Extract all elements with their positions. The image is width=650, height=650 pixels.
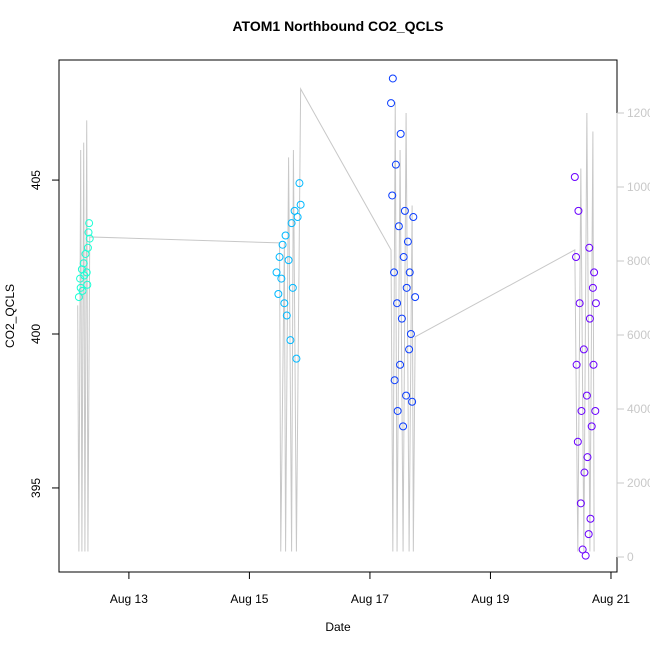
- point: [411, 293, 420, 302]
- point: [572, 253, 581, 262]
- point: [582, 391, 591, 400]
- point: [574, 206, 583, 215]
- y2-tick-label: 2000: [627, 476, 650, 490]
- point: [78, 286, 87, 295]
- point: [400, 206, 409, 215]
- point: [589, 360, 598, 369]
- point: [393, 406, 402, 415]
- point: [573, 437, 582, 446]
- point: [591, 299, 600, 308]
- point: [85, 234, 94, 243]
- point: [275, 253, 284, 262]
- point: [278, 240, 287, 249]
- x-tick-label: Aug 15: [230, 592, 268, 606]
- point: [399, 422, 408, 431]
- point: [579, 345, 588, 354]
- point: [577, 406, 586, 415]
- x-tick-label: Aug 17: [351, 592, 389, 606]
- y2-tick-label: 8000: [627, 254, 650, 268]
- y-tick-label: 400: [29, 324, 43, 344]
- plot-frame: [58, 59, 618, 573]
- point: [393, 299, 402, 308]
- chart-title: ATOM1 Northbound CO2_QCLS: [232, 18, 443, 34]
- point: [282, 311, 291, 320]
- point: [590, 268, 599, 277]
- point: [388, 191, 397, 200]
- point: [403, 237, 412, 246]
- x-tick-label: Aug 21: [592, 592, 630, 606]
- x-tick-label: Aug 19: [471, 592, 509, 606]
- point: [575, 299, 584, 308]
- point: [288, 283, 297, 292]
- point: [578, 545, 587, 554]
- point: [388, 74, 397, 83]
- y2-tick-label: 12000: [627, 106, 650, 120]
- point: [402, 391, 411, 400]
- point: [290, 206, 299, 215]
- point: [570, 172, 579, 181]
- point: [583, 453, 592, 462]
- y2-tick-label: 4000: [627, 402, 650, 416]
- point: [394, 222, 403, 231]
- point: [402, 283, 411, 292]
- point: [572, 360, 581, 369]
- point: [85, 219, 94, 228]
- point: [284, 256, 293, 265]
- point: [277, 274, 286, 283]
- point: [287, 219, 296, 228]
- point: [286, 336, 295, 345]
- point: [280, 299, 289, 308]
- point: [79, 259, 88, 268]
- y2-tick-label: 10000: [627, 180, 650, 194]
- point: [585, 314, 594, 323]
- point: [405, 345, 414, 354]
- point: [584, 530, 593, 539]
- point: [399, 253, 408, 262]
- point: [576, 499, 585, 508]
- point: [281, 231, 290, 240]
- point: [272, 268, 281, 277]
- point: [74, 293, 83, 302]
- point: [396, 129, 405, 138]
- point: [390, 268, 399, 277]
- point: [585, 243, 594, 252]
- point: [391, 160, 400, 169]
- point: [581, 551, 590, 560]
- point: [587, 422, 596, 431]
- y-axis-label: CO2_QCLS: [3, 284, 17, 348]
- point: [293, 213, 302, 222]
- point: [406, 330, 415, 339]
- point: [408, 397, 417, 406]
- point: [83, 243, 92, 252]
- y-tick-label: 405: [29, 170, 43, 190]
- point: [390, 376, 399, 385]
- point: [586, 514, 595, 523]
- secondary-line: [77, 87, 595, 552]
- point: [396, 360, 405, 369]
- point: [82, 268, 91, 277]
- point: [84, 228, 93, 237]
- x-tick-label: Aug 13: [110, 592, 148, 606]
- point: [588, 283, 597, 292]
- y2-tick-label: 6000: [627, 328, 650, 342]
- point: [296, 200, 305, 209]
- point: [292, 354, 301, 363]
- point: [295, 179, 304, 188]
- point: [387, 99, 396, 108]
- point: [274, 289, 283, 298]
- point: [397, 314, 406, 323]
- point: [83, 280, 92, 289]
- point: [405, 268, 414, 277]
- point: [580, 468, 589, 477]
- y-tick-label: 395: [29, 478, 43, 498]
- x-axis-label: Date: [325, 620, 351, 634]
- point: [591, 406, 600, 415]
- y2-tick-label: 0: [627, 550, 634, 564]
- point: [409, 213, 418, 222]
